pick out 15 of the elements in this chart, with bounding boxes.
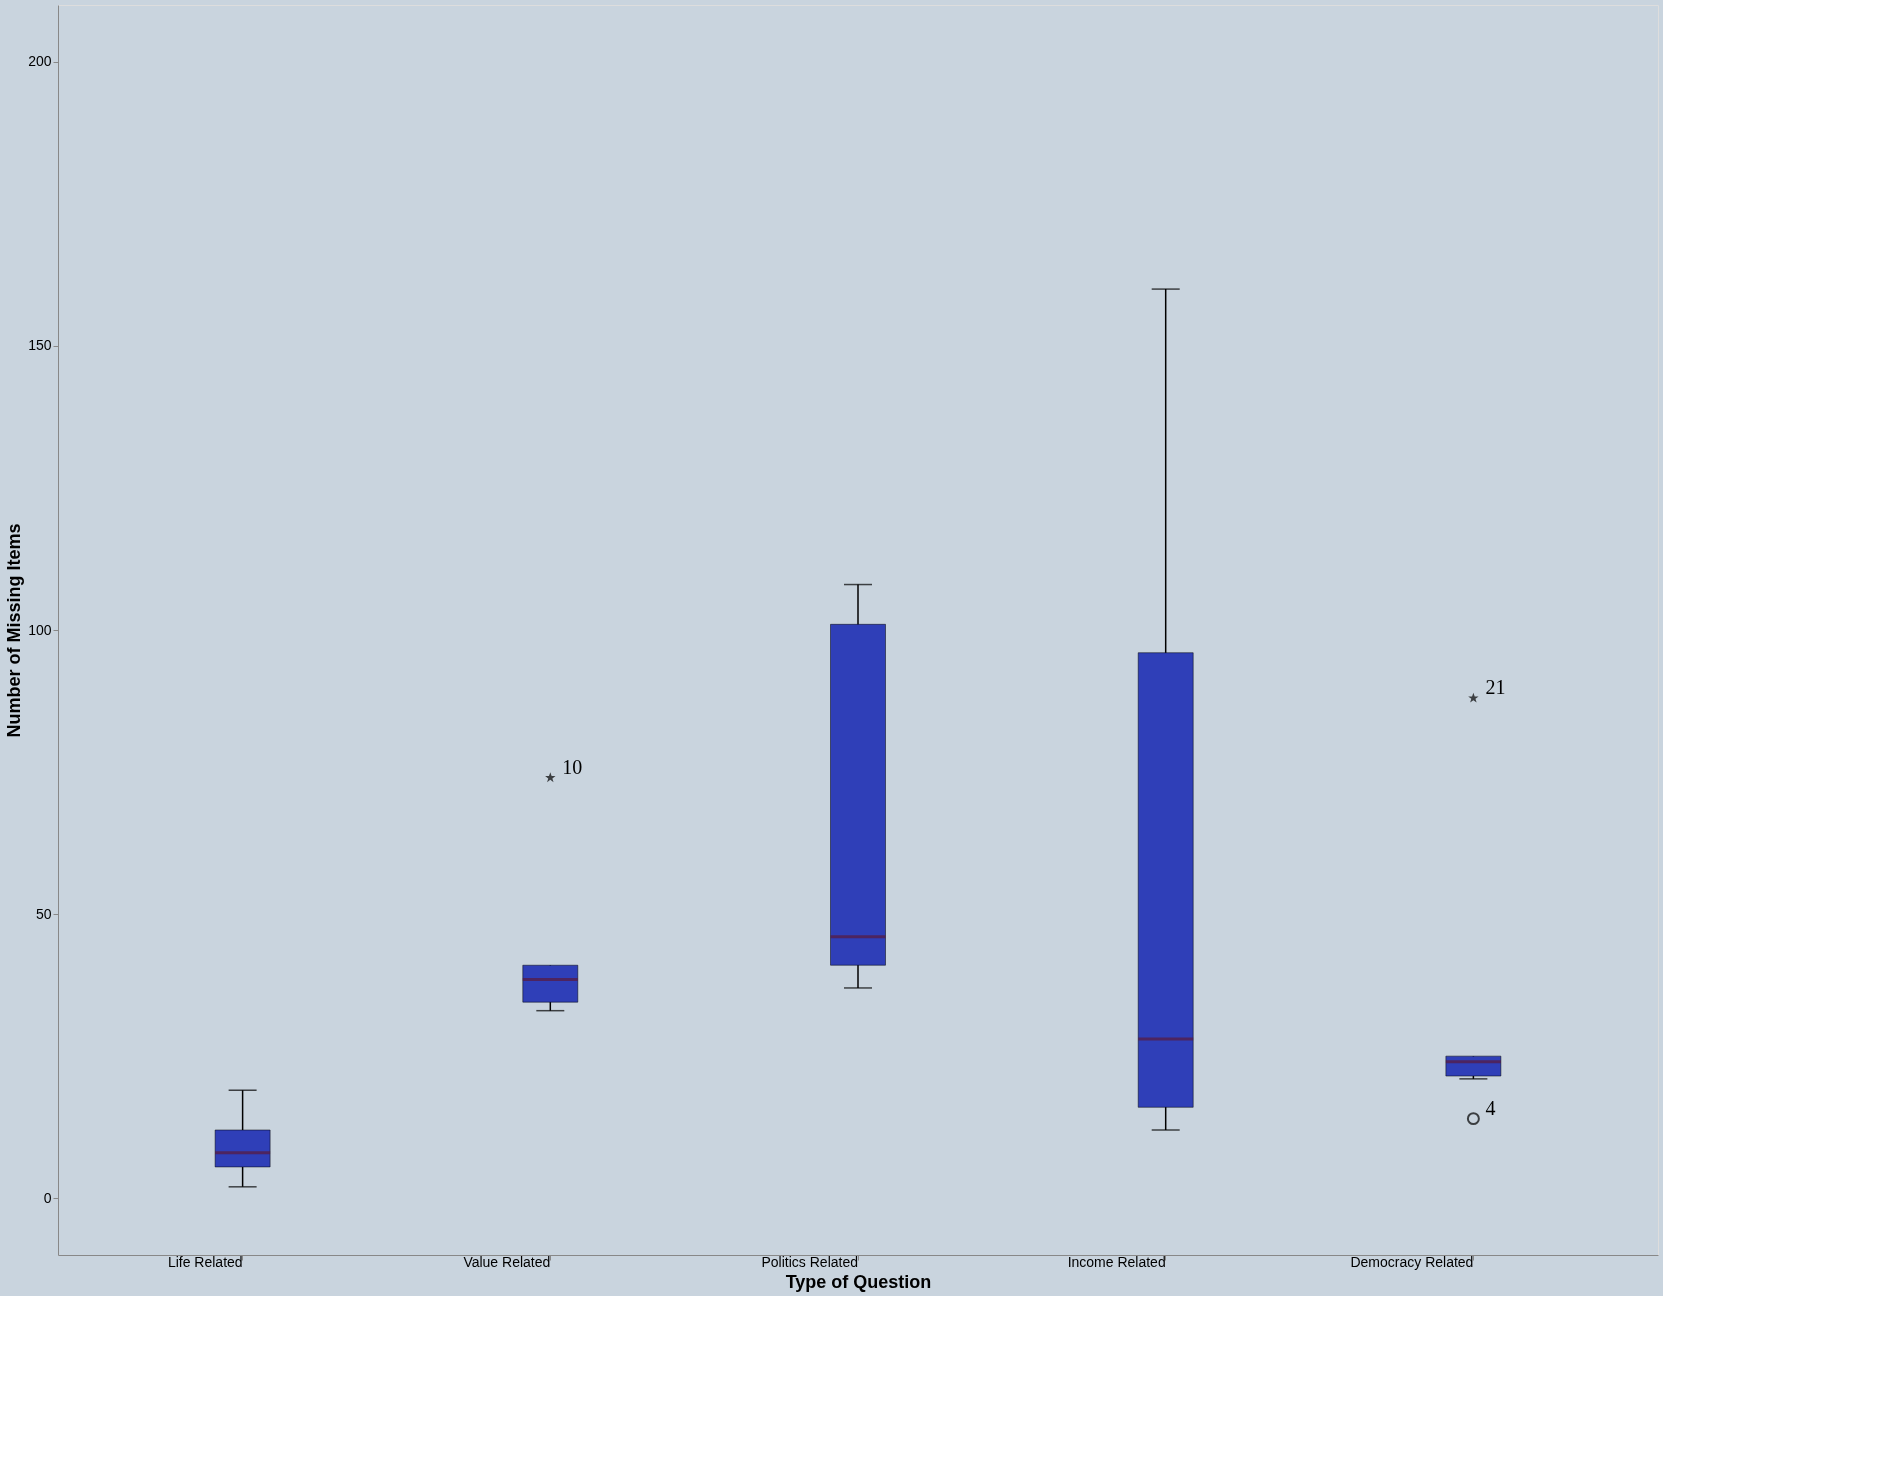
annotation: 21 [1485,676,1506,699]
x-tick-label: Value Related [463,1253,551,1270]
annotation: 10 [562,755,583,778]
x-tick-label: Life Related [167,1253,243,1270]
x-tick-label: Democracy Related [1350,1253,1474,1270]
y-tick-label: 100 [28,621,52,638]
y-axis-title: Number of Missing Items [4,523,25,738]
x-tick-label: Politics Related [761,1253,858,1270]
annotation: 4 [1485,1096,1496,1119]
y-tick-label: 150 [28,337,52,354]
x-tick-label: Income Related [1067,1253,1166,1270]
y-tick-label: 50 [35,905,52,922]
y-tick-label: 200 [28,53,52,70]
y-tick-label: 0 [43,1189,52,1206]
x-axis-title: Type of Question [785,1271,932,1292]
